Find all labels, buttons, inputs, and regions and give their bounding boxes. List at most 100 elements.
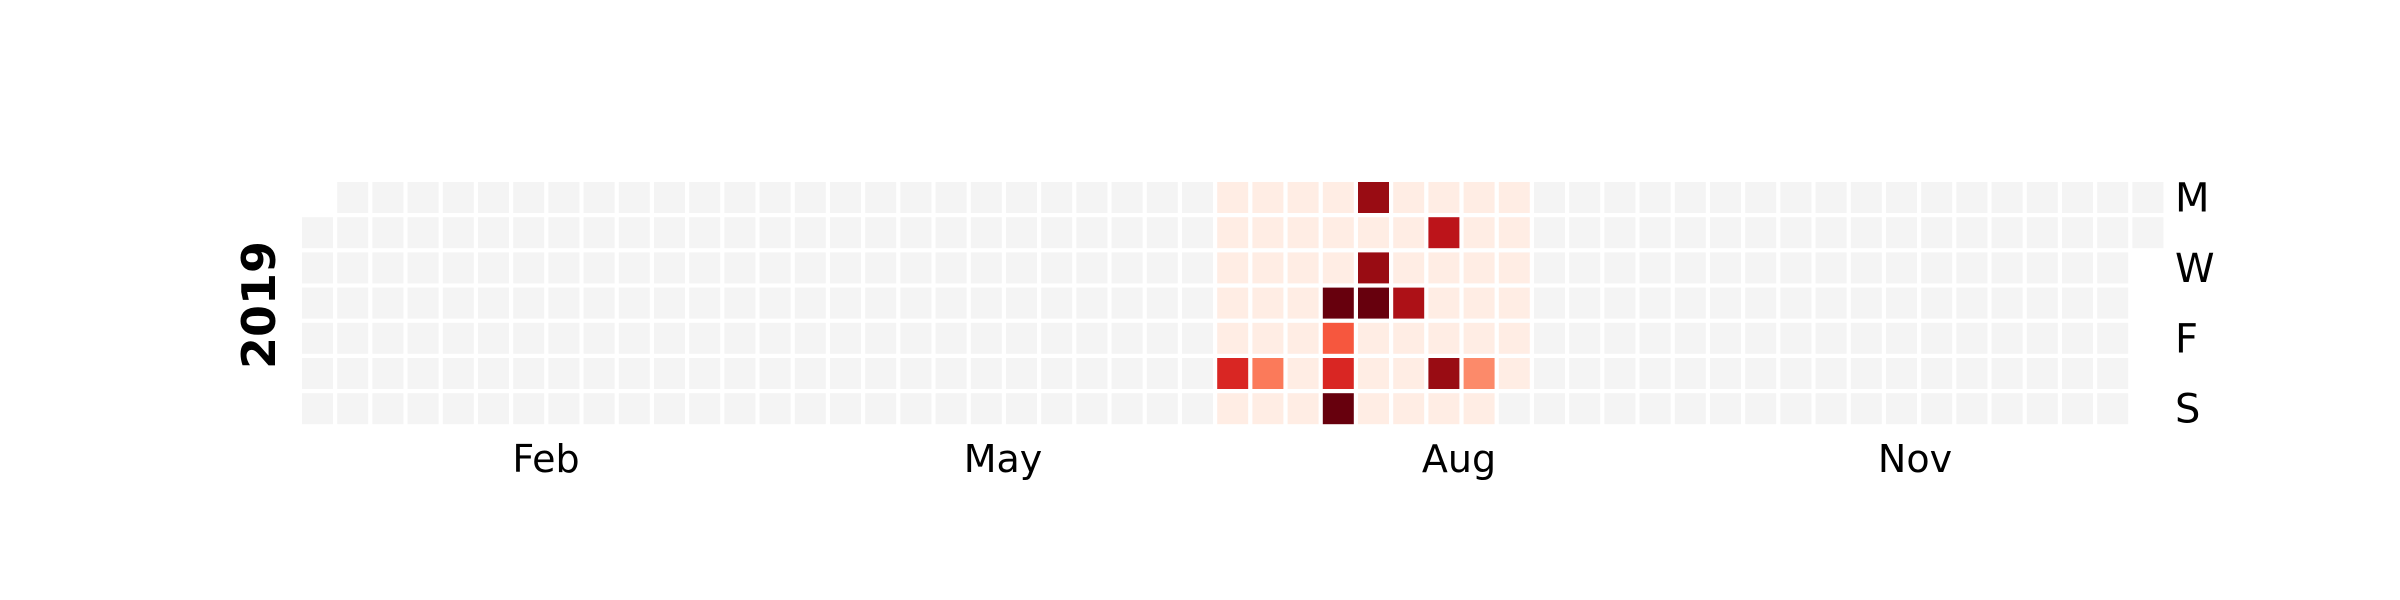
day-cell [1815,393,1847,425]
day-cell [654,252,685,284]
day-cell [2026,217,2058,249]
day-cell [1322,287,1354,319]
day-cell [478,358,509,389]
day-cell [1287,322,1319,354]
day-cell [2062,358,2093,389]
day-cell [1745,393,1777,425]
day-cell [1639,287,1671,319]
day-cell [1815,252,1847,284]
day-cell [1745,252,1777,284]
day-cell [548,322,580,354]
day-cell [2132,217,2164,249]
day-cell [1217,287,1249,319]
day-cell [1006,217,1037,249]
day-cell [583,182,615,213]
day-cell [1076,287,1108,319]
day-cell [900,252,932,284]
day-cell [1674,182,1706,213]
day-cell [407,287,439,319]
day-cell [337,182,369,213]
month-label: May [964,437,1043,481]
day-cell [1745,287,1777,319]
day-cell [654,217,685,249]
day-cell [1076,393,1108,425]
day-cell [337,287,369,319]
day-cell [1041,287,1073,319]
day-cell [1322,252,1354,284]
day-cell [1463,287,1495,319]
day-cell [1604,182,1636,213]
day-cell [1322,322,1354,354]
day-cell [2097,252,2129,284]
day-cell [1322,182,1354,213]
day-cell [1041,217,1073,249]
day-cell [548,252,580,284]
day-cell [1287,182,1319,213]
day-cell [513,252,545,284]
day-cell [478,217,509,249]
day-cell [1639,358,1671,389]
day-cell [1358,217,1389,249]
day-cell [1287,252,1319,284]
day-cell [794,393,826,425]
day-cell [1146,182,1178,213]
day-cell [1322,217,1354,249]
day-cell [1006,393,1037,425]
day-cell [2097,182,2129,213]
day-cell [1287,358,1319,389]
day-cell [1393,322,1425,354]
day-cell [1710,217,1741,249]
day-cell [1217,252,1249,284]
day-cell [830,322,861,354]
day-cell [618,252,650,284]
day-cell [1428,182,1460,213]
day-cell [442,393,474,425]
day-cell [1146,358,1178,389]
day-cell [1393,287,1425,319]
day-cell [970,182,1002,213]
day-cell [1041,393,1073,425]
day-cell [724,358,756,389]
day-cell [1886,182,1917,213]
day-cell [1921,217,1953,249]
day-cell [724,322,756,354]
day-cell [1287,217,1319,249]
day-cell [1991,252,2023,284]
day-cell [513,393,545,425]
day-cell [1076,322,1108,354]
day-cell [724,182,756,213]
day-cell [302,287,333,319]
day-cell [794,217,826,249]
day-cell [1182,217,1213,249]
day-cell [1956,358,1988,389]
day-cell [302,358,333,389]
day-cell [900,393,932,425]
day-cell [1287,287,1319,319]
day-cell [1710,182,1741,213]
day-cell [1287,393,1319,425]
day-cell [1498,393,1530,425]
day-cell [407,322,439,354]
day-cell [1252,217,1284,249]
day-label: F [2175,316,2198,362]
day-cell [1217,217,1249,249]
day-cell [935,358,967,389]
day-cell [1921,358,1953,389]
day-cell [337,217,369,249]
day-cell [1358,322,1389,354]
day-cell [337,252,369,284]
day-cell [935,252,967,284]
day-cell [1956,393,1988,425]
day-cell [1674,287,1706,319]
day-label: M [2175,176,2210,222]
month-labels: Feb May Aug Nov [512,437,1952,481]
day-cell [1182,252,1213,284]
day-cell [759,393,791,425]
day-cell [1569,287,1601,319]
day-cell [1217,358,1249,389]
day-cell [970,217,1002,249]
day-cell [1534,358,1565,389]
day-cell [1780,217,1812,249]
day-cell [372,217,404,249]
